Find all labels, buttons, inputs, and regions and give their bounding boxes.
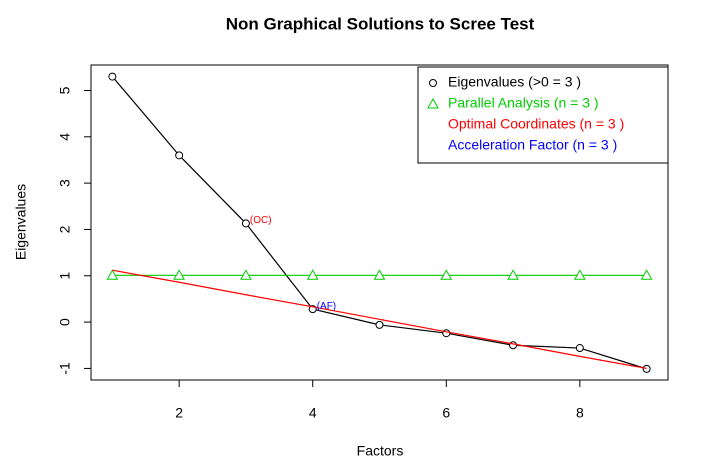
y-tick-label: 5 <box>57 86 73 94</box>
x-tick-label: 4 <box>309 405 317 421</box>
point <box>173 269 186 280</box>
y-tick-label: 0 <box>57 318 73 326</box>
point <box>507 269 519 280</box>
y-tick-label: 4 <box>57 133 73 141</box>
legend-marker <box>429 79 437 87</box>
y-tick-label: -1 <box>57 362 73 375</box>
legend-label: Eigenvalues (>0 = 3 ) <box>448 74 581 90</box>
series-line <box>112 269 647 370</box>
x-tick-label: 6 <box>442 405 450 421</box>
point <box>509 341 518 350</box>
annotation: (AF) <box>317 301 336 312</box>
point <box>440 269 453 280</box>
point <box>306 269 319 280</box>
x-tick-label: 8 <box>576 405 584 421</box>
point <box>573 269 586 280</box>
y-tick-label: 3 <box>57 179 73 187</box>
chart-title: Non Graphical Solutions to Scree Test <box>226 14 535 33</box>
point <box>375 320 384 329</box>
legend-marker <box>427 97 439 109</box>
legend-label: Optimal Coordinates (n = 3 ) <box>448 116 624 132</box>
y-tick-label: 1 <box>57 272 73 280</box>
point <box>106 269 119 280</box>
legend-box <box>417 66 669 164</box>
plot-frame <box>90 64 669 381</box>
x-axis-label: Factors <box>357 443 404 459</box>
point <box>240 269 252 280</box>
point <box>640 269 653 280</box>
legend-label: Acceleration Factor (n = 3 ) <box>448 137 617 153</box>
x-tick-label: 2 <box>175 405 183 421</box>
y-tick-label: 2 <box>57 225 73 233</box>
point <box>108 72 117 81</box>
point <box>175 151 184 160</box>
point <box>373 269 386 280</box>
y-axis-label: Eigenvalues <box>13 184 29 260</box>
point <box>642 364 651 373</box>
legend-label: Parallel Analysis (n = 3 ) <box>448 95 599 111</box>
annotation: (OC) <box>250 215 272 226</box>
point <box>575 344 584 353</box>
point <box>241 219 250 228</box>
